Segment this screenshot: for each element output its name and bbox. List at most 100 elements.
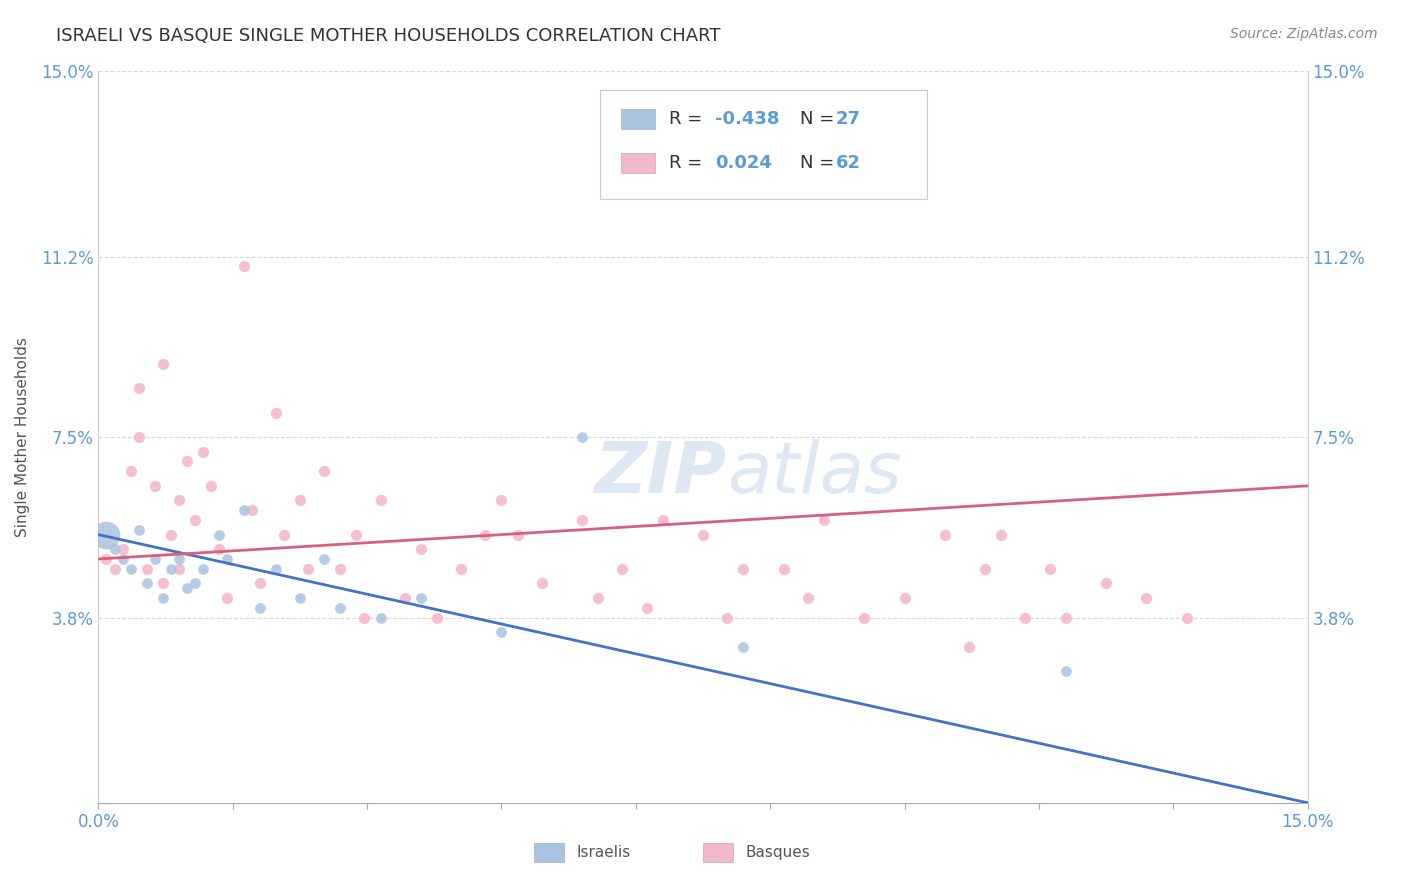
Point	[612, 562, 634, 576]
Point	[530, 576, 553, 591]
Point	[974, 562, 997, 576]
Point	[120, 562, 142, 576]
Point	[135, 576, 157, 591]
Y-axis label: Single Mother Households: Single Mother Households	[14, 337, 30, 537]
Point	[96, 527, 118, 541]
Point	[160, 527, 183, 541]
Text: Source: ZipAtlas.com: Source: ZipAtlas.com	[1230, 27, 1378, 41]
Point	[167, 552, 190, 566]
Point	[184, 513, 207, 527]
Point	[353, 610, 375, 624]
Point	[143, 479, 166, 493]
Point	[152, 357, 174, 371]
Text: 62: 62	[837, 153, 860, 172]
Point	[152, 576, 174, 591]
FancyBboxPatch shape	[621, 109, 655, 129]
Point	[409, 542, 432, 557]
Point	[193, 444, 215, 458]
Point	[288, 493, 311, 508]
Point	[128, 430, 150, 444]
Text: N =: N =	[800, 153, 839, 172]
Point	[329, 562, 352, 576]
Text: 0.024: 0.024	[716, 153, 772, 172]
Point	[288, 591, 311, 605]
Point	[733, 562, 755, 576]
Point	[394, 591, 416, 605]
Point	[176, 581, 198, 595]
Point	[450, 562, 472, 576]
Point	[1039, 562, 1062, 576]
Point	[370, 493, 392, 508]
Point	[249, 576, 271, 591]
Point	[249, 600, 271, 615]
Point	[474, 527, 496, 541]
Text: 27: 27	[837, 110, 860, 128]
Point	[990, 527, 1012, 541]
Point	[636, 600, 658, 615]
FancyBboxPatch shape	[703, 844, 734, 862]
Point	[135, 562, 157, 576]
Point	[167, 562, 190, 576]
Point	[772, 562, 794, 576]
Text: -0.438: -0.438	[716, 110, 779, 128]
Point	[264, 562, 287, 576]
Point	[160, 562, 183, 576]
Point	[176, 454, 198, 468]
Point	[797, 591, 820, 605]
FancyBboxPatch shape	[600, 90, 927, 200]
Point	[217, 552, 239, 566]
Point	[370, 610, 392, 624]
FancyBboxPatch shape	[534, 844, 564, 862]
Text: Basques: Basques	[745, 845, 810, 860]
Text: R =: R =	[669, 110, 709, 128]
Point	[853, 610, 876, 624]
Point	[152, 591, 174, 605]
Text: Israelis: Israelis	[576, 845, 630, 860]
Point	[128, 523, 150, 537]
Point	[314, 464, 336, 478]
Point	[692, 527, 714, 541]
Point	[1135, 591, 1157, 605]
Point	[111, 552, 134, 566]
Point	[96, 552, 118, 566]
FancyBboxPatch shape	[621, 153, 655, 173]
Point	[571, 513, 593, 527]
Point	[1014, 610, 1036, 624]
Point	[240, 503, 263, 517]
Point	[193, 562, 215, 576]
Point	[344, 527, 367, 541]
Point	[184, 576, 207, 591]
Point	[329, 600, 352, 615]
Point	[1175, 610, 1198, 624]
Point	[143, 552, 166, 566]
Point	[733, 640, 755, 654]
Point	[491, 493, 513, 508]
Point	[232, 503, 254, 517]
Point	[120, 464, 142, 478]
Point	[586, 591, 609, 605]
Point	[167, 493, 190, 508]
Point	[217, 591, 239, 605]
Point	[264, 406, 287, 420]
Point	[813, 513, 835, 527]
Text: R =: R =	[669, 153, 714, 172]
Point	[200, 479, 222, 493]
Point	[128, 381, 150, 395]
Point	[1054, 610, 1077, 624]
Text: atlas: atlas	[727, 439, 901, 508]
Point	[893, 591, 915, 605]
Point	[506, 527, 529, 541]
Point	[208, 527, 231, 541]
Point	[426, 610, 449, 624]
Text: ISRAELI VS BASQUE SINGLE MOTHER HOUSEHOLDS CORRELATION CHART: ISRAELI VS BASQUE SINGLE MOTHER HOUSEHOL…	[56, 27, 721, 45]
Text: ZIP: ZIP	[595, 439, 727, 508]
Point	[409, 591, 432, 605]
Text: N =: N =	[800, 110, 839, 128]
Point	[651, 513, 673, 527]
Point	[934, 527, 956, 541]
Point	[314, 552, 336, 566]
Point	[716, 610, 738, 624]
Point	[273, 527, 295, 541]
Point	[232, 260, 254, 274]
Point	[1054, 664, 1077, 678]
